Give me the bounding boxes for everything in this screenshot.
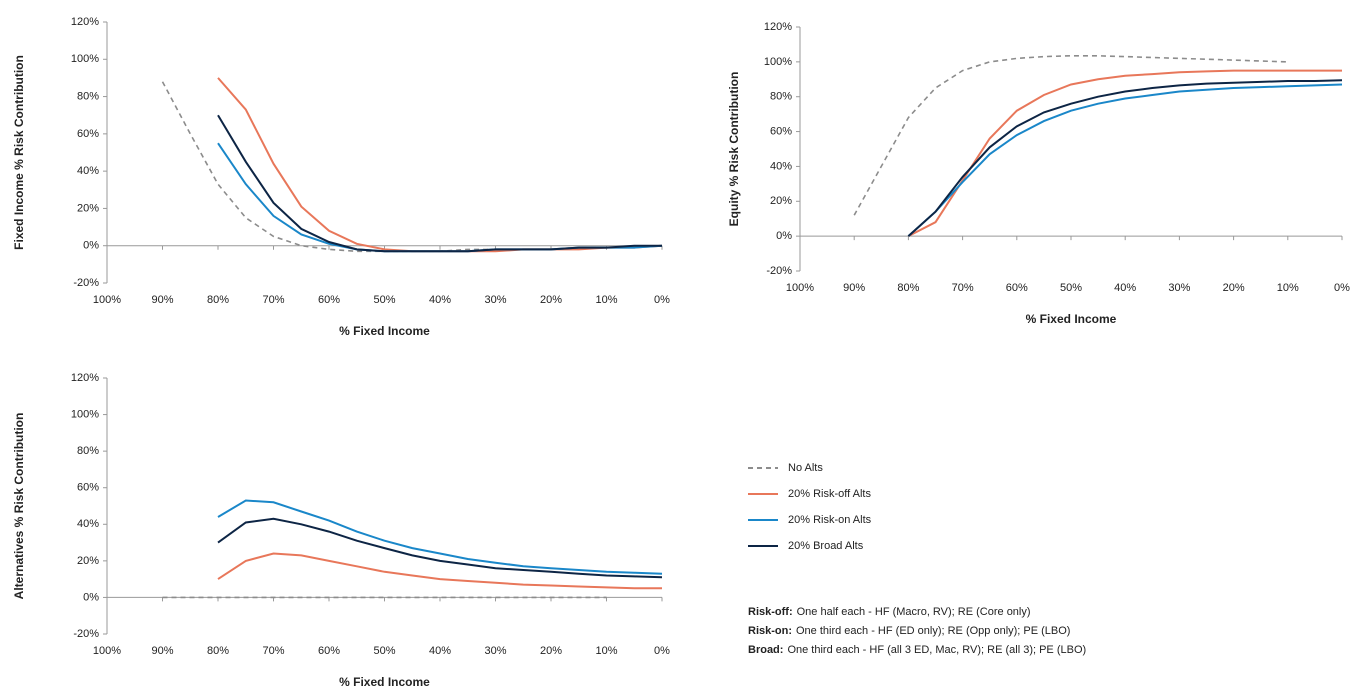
series-line: 20% Risk-off Alts: [217, 77, 663, 253]
y-tick-label: 100%: [764, 56, 792, 68]
y-tick-label: 80%: [77, 90, 99, 102]
x-tick-label: 30%: [1168, 282, 1190, 294]
x-tick-label: 80%: [207, 294, 229, 306]
legend-label: No Alts: [788, 462, 823, 474]
x-tick-label: 100%: [93, 294, 121, 306]
x-tick-label: 30%: [484, 645, 506, 657]
x-tick-label: 60%: [318, 294, 340, 306]
legend-label: 20% Risk-on Alts: [788, 514, 872, 526]
x-tick-label: 40%: [429, 645, 451, 657]
x-tick-label: 10%: [1277, 282, 1299, 294]
note-text: One third each - HF (all 3 ED, Mac, RV);…: [787, 644, 1086, 656]
x-tick-label: 50%: [373, 294, 395, 306]
x-tick-label: 0%: [1334, 282, 1350, 294]
y-axis-title: Alternatives % Risk Contribution: [12, 413, 26, 600]
series-line: 20% Risk-on Alts: [907, 83, 1343, 237]
y-tick-label: 20%: [77, 202, 99, 214]
y-tick-label: 100%: [71, 408, 99, 420]
y-tick-label: 40%: [77, 518, 99, 530]
x-tick-label: 80%: [897, 282, 919, 294]
series-line: No Alts: [853, 55, 1288, 216]
y-tick-label: 80%: [770, 91, 792, 103]
y-tick-label: 0%: [83, 591, 99, 603]
note: Broad: One third each - HF (all 3 ED, Mac…: [748, 644, 1086, 656]
y-tick-label: 20%: [770, 195, 792, 207]
y-tick-label: 120%: [764, 21, 792, 33]
note-label: Broad:: [748, 644, 783, 656]
x-tick-label: 20%: [1223, 282, 1245, 294]
x-tick-label: 50%: [373, 645, 395, 657]
y-tick-label: 60%: [77, 128, 99, 140]
x-tick-label: 90%: [843, 282, 865, 294]
series-line: 20% Broad Alts: [217, 517, 663, 579]
y-tick-label: 0%: [83, 240, 99, 252]
x-tick-label: 40%: [1114, 282, 1136, 294]
x-tick-label: 70%: [262, 294, 284, 306]
x-axis-title: % Fixed Income: [1026, 312, 1117, 326]
note-label: Risk-on:: [748, 625, 792, 637]
x-axis-title: % Fixed Income: [339, 675, 430, 689]
y-tick-label: 40%: [77, 165, 99, 177]
note: Risk-off: One half each - HF (Macro, RV);…: [748, 606, 1031, 618]
y-tick-label: 80%: [77, 445, 99, 457]
x-tick-label: 60%: [1006, 282, 1028, 294]
y-tick-label: 60%: [77, 482, 99, 494]
series-line: 20% Risk-on Alts: [217, 142, 663, 253]
y-tick-label: 0%: [776, 230, 792, 242]
y-tick-label: 20%: [77, 555, 99, 567]
y-tick-label: 100%: [71, 53, 99, 65]
x-tick-label: 40%: [429, 294, 451, 306]
x-tick-label: 10%: [595, 294, 617, 306]
y-tick-label: -20%: [73, 628, 99, 640]
y-tick-label: 120%: [71, 372, 99, 384]
legend-label: 20% Risk-off Alts: [788, 488, 871, 500]
y-tick-label: 40%: [770, 160, 792, 172]
x-axis-title: % Fixed Income: [339, 324, 430, 338]
x-tick-label: 0%: [654, 645, 670, 657]
x-tick-label: 10%: [595, 645, 617, 657]
y-tick-label: 120%: [71, 16, 99, 28]
x-tick-label: 70%: [262, 645, 284, 657]
x-tick-label: 80%: [207, 645, 229, 657]
x-tick-label: 100%: [93, 645, 121, 657]
note-label: Risk-off:: [748, 606, 793, 618]
note-text: One half each - HF (Macro, RV); RE (Core…: [797, 606, 1031, 618]
x-tick-label: 70%: [952, 282, 974, 294]
x-tick-label: 50%: [1060, 282, 1082, 294]
y-tick-label: 60%: [770, 125, 792, 137]
x-tick-label: 60%: [318, 645, 340, 657]
series-line: 20% Broad Alts: [907, 79, 1343, 237]
note: Risk-on: One third each - HF (ED only); R…: [748, 625, 1070, 637]
series-line: 20% Broad Alts: [217, 114, 662, 253]
x-tick-label: 20%: [540, 294, 562, 306]
y-tick-label: -20%: [73, 277, 99, 289]
x-tick-label: 20%: [540, 645, 562, 657]
x-tick-label: 90%: [151, 294, 173, 306]
x-tick-label: 90%: [151, 645, 173, 657]
x-tick-label: 100%: [786, 282, 814, 294]
y-tick-label: -20%: [766, 265, 792, 277]
y-axis-title: Equity % Risk Contribution: [727, 72, 741, 227]
series-line: No Alts: [161, 81, 607, 253]
note-text: One third each - HF (ED only); RE (Opp o…: [796, 625, 1070, 637]
series-line: 20% Risk-off Alts: [907, 69, 1342, 237]
x-tick-label: 30%: [484, 294, 506, 306]
series-line: 20% Risk-off Alts: [217, 552, 662, 590]
y-axis-title: Fixed Income % Risk Contribution: [12, 55, 26, 250]
legend-label: 20% Broad Alts: [788, 540, 864, 552]
series-line: 20% Risk-on Alts: [217, 499, 663, 575]
x-tick-label: 0%: [654, 294, 670, 306]
